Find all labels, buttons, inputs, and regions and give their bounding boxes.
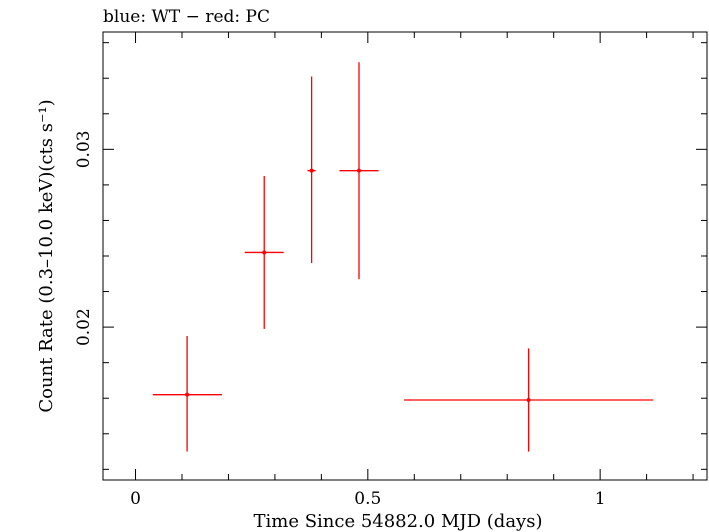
data-marks [152,62,654,452]
data-point [152,336,222,452]
point-marker [357,168,362,173]
y-axis-title: Count Rate (0.3–10.0 keV)(cts s⁻¹) [36,99,57,412]
data-point [244,176,284,329]
x-axis-title: Time Since 54882.0 MJD (days) [253,511,542,532]
point-marker [185,392,190,397]
y-tick-label: 0.03 [74,130,94,168]
data-point [339,62,379,280]
x-tick-label: 0 [130,489,141,509]
axis-ticks: 0 0.5 1 0.02 0.03 [74,32,707,509]
data-point [404,348,654,452]
plot-frame [102,31,708,481]
point-marker [262,250,267,255]
x-tick-label: 0.5 [354,489,381,509]
point-marker [526,398,531,402]
x-tick-label: 1 [595,489,606,509]
chart-title: blue: WT − red: PC [103,7,270,27]
point-marker [309,168,314,173]
data-point [307,76,316,264]
y-tick-label: 0.02 [74,308,94,346]
